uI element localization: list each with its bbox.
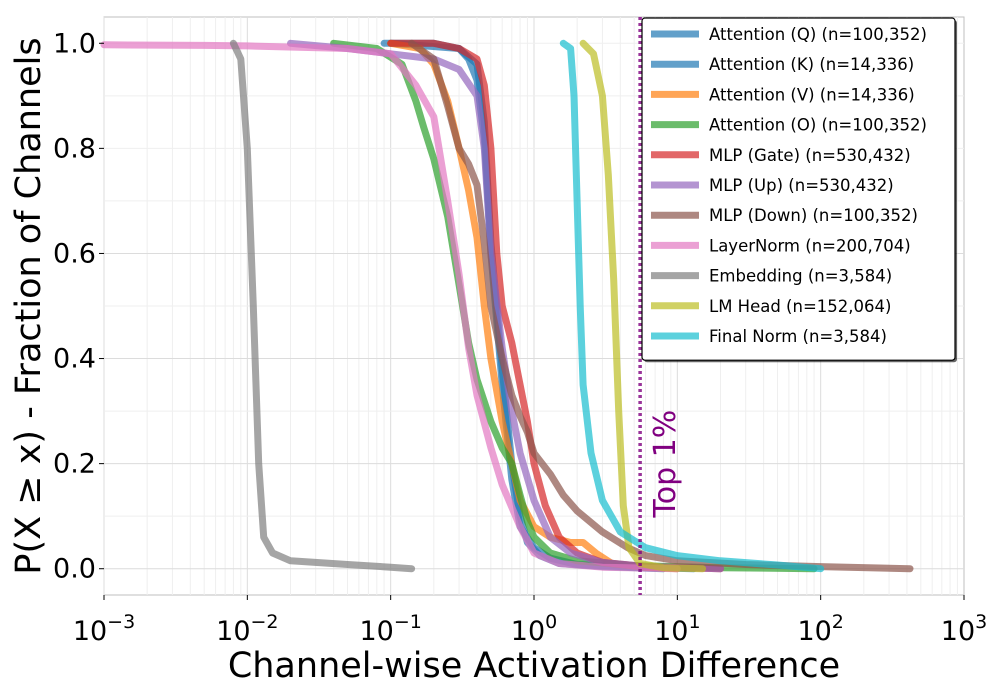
y-tick-label: 0.2 bbox=[53, 449, 96, 480]
y-axis-ticks: 0.0 0.2 0.4 0.6 0.8 1.0 bbox=[53, 28, 104, 585]
threshold-layer: Top 1% bbox=[638, 17, 683, 595]
x-tick-label: 103 bbox=[941, 611, 987, 647]
y-tick-label: 0.4 bbox=[53, 344, 96, 375]
series-line-8 bbox=[100, 41, 681, 573]
series-line-7 bbox=[408, 39, 914, 573]
x-tick-label: 10−3 bbox=[73, 611, 135, 647]
legend-label: MLP (Up) (n=530,432) bbox=[709, 176, 894, 195]
series-line-10 bbox=[579, 39, 707, 573]
series-line-4 bbox=[330, 39, 818, 573]
y-tick-label: 0.6 bbox=[53, 238, 96, 269]
series-line-9 bbox=[229, 39, 416, 573]
legend-label: LayerNorm (n=200,704) bbox=[709, 236, 911, 255]
x-tick-label: 101 bbox=[654, 611, 700, 647]
x-axis-title: Channel-wise Activation Difference bbox=[228, 646, 840, 686]
x-axis-ticks: 10−3 10−2 10−1 100 101 102 103 bbox=[73, 595, 987, 647]
x-tick-label: 100 bbox=[511, 611, 557, 647]
y-tick-label: 0.8 bbox=[53, 133, 96, 164]
y-tick-label: 0.0 bbox=[53, 554, 96, 585]
x-tick-label: 102 bbox=[797, 611, 843, 647]
series-layer bbox=[100, 39, 914, 573]
legend-label: LM Head (n=152,064) bbox=[709, 297, 891, 316]
x-tick-label: 10−2 bbox=[216, 611, 278, 647]
legend-label: Attention (V) (n=14,336) bbox=[709, 85, 915, 104]
x-tick-label: 10−1 bbox=[359, 611, 421, 647]
legend: Attention (Q) (n=100,352) Attention (K) (… bbox=[641, 17, 957, 363]
legend-label: MLP (Down) (n=100,352) bbox=[709, 206, 918, 225]
legend-label: MLP (Gate) (n=530,432) bbox=[709, 146, 911, 165]
legend-label: Attention (Q) (n=100,352) bbox=[709, 25, 927, 44]
legend-label: Attention (O) (n=100,352) bbox=[709, 116, 927, 135]
legend-label: Final Norm (n=3,584) bbox=[709, 327, 887, 346]
threshold-label: Top 1% bbox=[648, 410, 683, 519]
legend-label: Attention (K) (n=14,336) bbox=[709, 55, 914, 74]
legend-label: Embedding (n=3,584) bbox=[709, 267, 892, 286]
legend-box bbox=[641, 17, 956, 361]
series-line-11 bbox=[559, 39, 825, 573]
y-axis-title: P(X ≥ x) - Fraction of Channels bbox=[9, 37, 49, 574]
y-tick-label: 1.0 bbox=[53, 28, 96, 59]
